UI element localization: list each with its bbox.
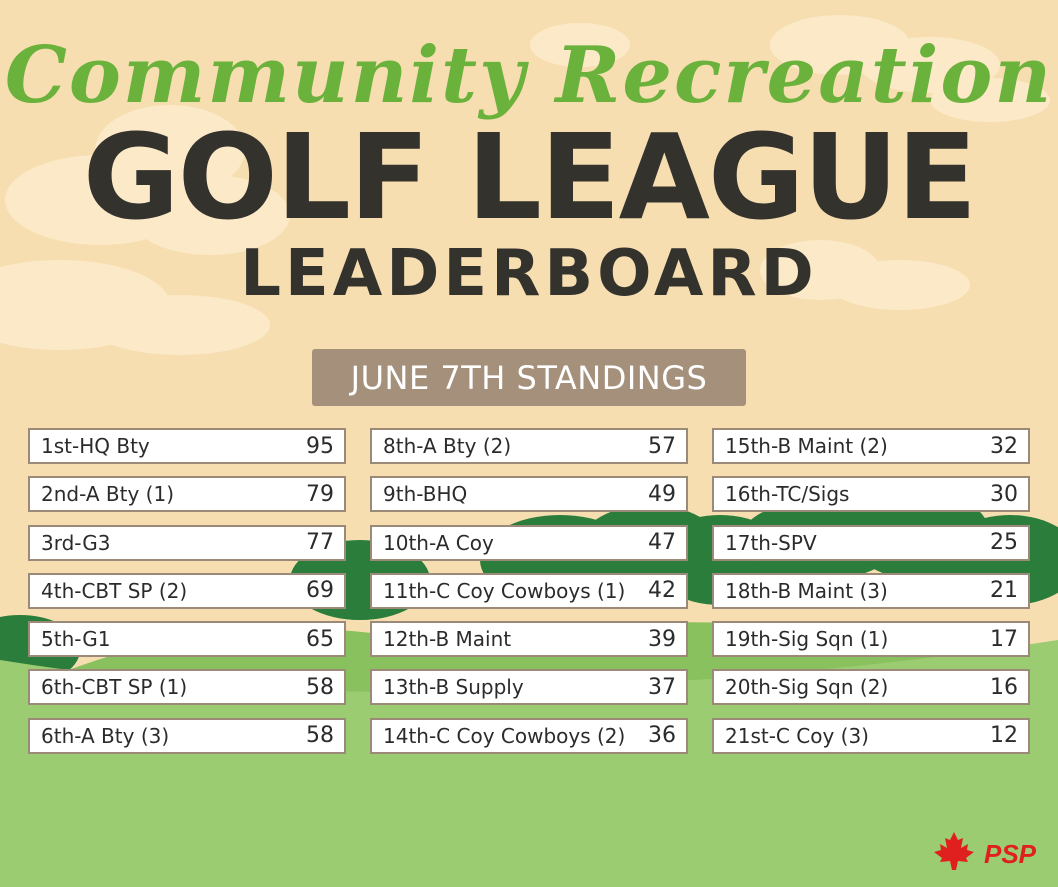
standing-row: 16th-TC/Sigs 30 [712, 476, 1030, 513]
standings-column-1: 1st-HQ Bty 95 2nd-A Bty (1) 79 3rd-G3 77 4t… [28, 428, 346, 766]
team-points: 65 [306, 626, 334, 652]
team-points: 12 [990, 723, 1018, 749]
psp-logo: PSP [934, 832, 1037, 870]
standing-row: 5th-G1 65 [28, 621, 346, 658]
team-name: 12th-B Maint [383, 627, 512, 652]
team-name: 9th-BHQ [383, 482, 468, 507]
team-name: 1st-HQ Bty [41, 434, 150, 458]
standing-row: 4th-CBT SP (2) 69 [28, 572, 346, 609]
team-points: 47 [648, 530, 676, 556]
team-name: 6th-A Bty (3) [41, 723, 170, 748]
team-name: 10th-A Coy [383, 530, 494, 555]
standing-row: 13th-B Supply 37 [370, 669, 688, 706]
team-name: 5th-G1 [41, 627, 111, 652]
standing-row: 12th-B Maint 39 [370, 621, 688, 658]
team-points: 37 [648, 674, 676, 700]
standing-row: 6th-A Bty (3) 58 [28, 717, 346, 754]
standing-row: 6th-CBT SP (1) 58 [28, 669, 346, 706]
team-points: 21 [990, 578, 1018, 604]
standings-banner: JUNE 7TH STANDINGS [312, 349, 746, 406]
standing-row: 18th-B Maint (3) 21 [712, 572, 1030, 609]
team-points: 69 [306, 578, 334, 604]
team-name: 2nd-A Bty (1) [41, 482, 174, 507]
team-name: 13th-B Supply [383, 675, 524, 700]
team-points: 36 [648, 723, 676, 749]
team-points: 42 [648, 578, 676, 604]
psp-logo-text: PSP [984, 839, 1037, 869]
standing-row: 3rd-G3 77 [28, 524, 346, 561]
team-points: 39 [648, 626, 676, 652]
team-points: 79 [306, 481, 334, 507]
standing-row: 19th-Sig Sqn (1) 17 [712, 621, 1030, 658]
standings-column-2: 8th-A Bty (2) 57 9th-BHQ 49 10th-A Coy 47 1… [370, 428, 688, 766]
standing-row: 15th-B Maint (2) 32 [712, 428, 1030, 464]
standing-row: 9th-BHQ 49 [370, 476, 688, 513]
standing-row: 14th-C Coy Cowboys (2) 36 [370, 717, 688, 754]
title-sub: LEADERBOARD [240, 237, 818, 311]
maple-leaf-family-icon [934, 832, 974, 870]
standing-row: 11th-C Coy Cowboys (1) 42 [370, 572, 688, 609]
team-name: 3rd-G3 [41, 530, 111, 555]
team-name: 15th-B Maint (2) [725, 434, 888, 458]
standing-row: 10th-A Coy 47 [370, 524, 688, 561]
team-points: 95 [306, 433, 334, 459]
standing-row: 21st-C Coy (3) 12 [712, 717, 1030, 754]
team-name: 17th-SPV [725, 530, 817, 555]
standing-row: 20th-Sig Sqn (2) 16 [712, 669, 1030, 706]
team-name: 19th-Sig Sqn (1) [725, 627, 889, 652]
standings-column-3: 15th-B Maint (2) 32 16th-TC/Sigs 30 17th-S… [712, 428, 1030, 766]
standing-row: 17th-SPV 25 [712, 524, 1030, 561]
team-name: 14th-C Coy Cowboys (2) [383, 723, 626, 748]
clouds [0, 15, 1050, 355]
team-points: 17 [990, 626, 1018, 652]
team-points: 58 [306, 674, 334, 700]
team-name: 16th-TC/Sigs [725, 482, 850, 507]
standing-row: 2nd-A Bty (1) 79 [28, 476, 346, 513]
standing-row: 8th-A Bty (2) 57 [370, 428, 688, 464]
title-script: Community Recreation [4, 30, 1054, 121]
team-points: 49 [648, 481, 676, 507]
team-name: 4th-CBT SP (2) [41, 578, 188, 603]
team-points: 58 [306, 723, 334, 749]
team-name: 21st-C Coy (3) [725, 723, 869, 748]
team-points: 25 [990, 530, 1018, 556]
team-points: 77 [306, 530, 334, 556]
team-points: 57 [648, 433, 676, 459]
team-name: 18th-B Maint (3) [725, 578, 888, 603]
team-name: 11th-C Coy Cowboys (1) [383, 578, 626, 603]
team-points: 30 [990, 481, 1018, 507]
team-name: 20th-Sig Sqn (2) [725, 675, 889, 700]
team-name: 8th-A Bty (2) [383, 434, 512, 458]
team-name: 6th-CBT SP (1) [41, 675, 188, 700]
title-main: GOLF LEAGUE [82, 108, 977, 246]
team-points: 32 [990, 433, 1018, 459]
team-points: 16 [990, 674, 1018, 700]
standing-row: 1st-HQ Bty 95 [28, 428, 346, 464]
